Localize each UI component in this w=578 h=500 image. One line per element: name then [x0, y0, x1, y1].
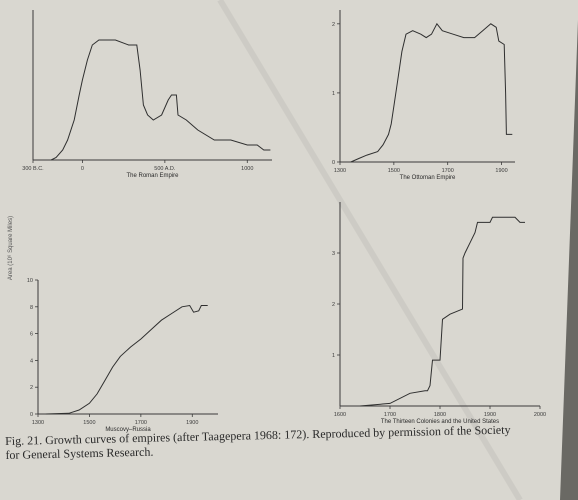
x-tick-label: 1700 [135, 420, 147, 426]
y-tick-label: 0 [30, 412, 33, 418]
chart-label: The Thirteen Colonies and the United Sta… [381, 419, 499, 425]
x-tick-label: 2000 [534, 412, 546, 418]
x-tick-label: 1500 [83, 420, 95, 426]
chart-2: 1300 1500 1700 1900 0 1 2 The Ottoman Empire [332, 10, 515, 181]
x-tick-label: 1900 [495, 168, 507, 174]
series-line [359, 216, 525, 407]
x-tick-label: 1000 [241, 166, 253, 172]
chart-4: 1600 1700 1800 1900 2000 1 2 3 The Thirteen Colo… [332, 202, 546, 425]
chart-1: 300 B.C. 0 500 A.D. 1000 The Roman Empire [22, 10, 272, 179]
x-tick-label: 300 B.C. [22, 166, 44, 172]
series-line [45, 304, 208, 415]
x-tick-label: 1800 [434, 412, 446, 418]
y-tick-label: 6 [30, 332, 33, 338]
chart-label: The Roman Empire [126, 173, 179, 179]
y-tick-label: 2 [332, 22, 335, 28]
y-tick-label: 3 [332, 251, 335, 257]
y-tick-label: 2 [332, 302, 335, 308]
series-line [350, 22, 513, 163]
y-tick-label: 0 [332, 160, 335, 166]
x-tick-label: 1600 [334, 412, 346, 418]
x-tick-label: 500 A.D. [154, 166, 176, 172]
y-tick-label: 10 [27, 278, 33, 284]
x-tick-label: 1500 [388, 168, 400, 174]
x-tick-label: 1300 [32, 420, 44, 426]
chart-3: 1300 1500 1700 1900 0 2 4 6 8 10 Muscovy–Russia [27, 278, 218, 433]
shared-y-axis-label: Area (10⁶ Square Miles) [7, 216, 14, 280]
x-tick-label: 1700 [384, 412, 396, 418]
y-tick-label: 4 [30, 358, 33, 364]
chart-label: The Ottoman Empire [400, 175, 456, 181]
x-tick-label: 1700 [442, 168, 454, 174]
x-tick-label: 1900 [484, 412, 496, 418]
x-tick-label: 0 [81, 166, 84, 172]
chart-label: Muscovy–Russia [105, 427, 151, 433]
x-tick-label: 1300 [334, 168, 346, 174]
x-tick-label: 1900 [186, 420, 198, 426]
y-tick-label: 1 [332, 353, 335, 359]
y-tick-label: 1 [332, 91, 335, 97]
y-tick-label: 8 [30, 305, 33, 311]
y-tick-label: 2 [30, 385, 33, 391]
series-line [50, 39, 271, 161]
